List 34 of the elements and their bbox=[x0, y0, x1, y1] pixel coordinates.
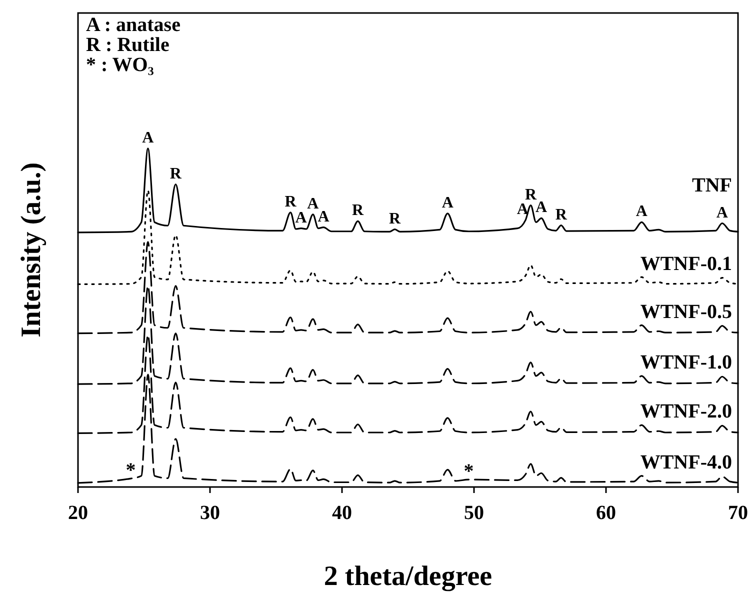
annotation: * bbox=[464, 460, 474, 483]
x-tick-label: 30 bbox=[200, 502, 220, 524]
annotation: R bbox=[284, 193, 297, 210]
annotation: R bbox=[389, 210, 402, 228]
annotation: A bbox=[142, 129, 154, 146]
text: * : WO₃ bbox=[86, 54, 154, 76]
annotation: A bbox=[307, 195, 320, 212]
annotation: A bbox=[295, 209, 308, 226]
annotation: * bbox=[126, 460, 136, 482]
annotation: A bbox=[318, 208, 330, 226]
series-label: WTNF-4.0 bbox=[640, 452, 732, 474]
annotation: R bbox=[352, 202, 364, 220]
x-tick-label: 40 bbox=[332, 502, 352, 524]
annotation: A bbox=[716, 204, 728, 222]
text: A : anatase bbox=[86, 14, 181, 36]
annotation: R bbox=[524, 186, 537, 204]
x-tick-label: 60 bbox=[596, 502, 616, 524]
series-label: WTNF-1.0 bbox=[640, 352, 732, 374]
annotation: A bbox=[442, 194, 454, 212]
x-axis-title: 2 theta/degree bbox=[324, 561, 492, 592]
series-label: TNF bbox=[692, 174, 732, 196]
x-tick-label: 20 bbox=[68, 502, 88, 524]
annotation: R bbox=[170, 165, 182, 182]
series-label: WTNF-0.1 bbox=[640, 252, 732, 275]
series-label: WTNF-2.0 bbox=[640, 400, 732, 423]
annotation: A bbox=[636, 203, 648, 220]
annotation: A bbox=[516, 201, 529, 218]
x-tick-label: 70 bbox=[728, 502, 748, 524]
annotation: R bbox=[555, 206, 568, 224]
series-label: WTNF-0.5 bbox=[640, 300, 732, 323]
text: R : Rutile bbox=[86, 34, 170, 56]
annotation: A bbox=[536, 199, 548, 216]
y-axis-title: Intensity (a.u.) bbox=[16, 162, 47, 338]
x-tick-label: 50 bbox=[464, 502, 484, 524]
